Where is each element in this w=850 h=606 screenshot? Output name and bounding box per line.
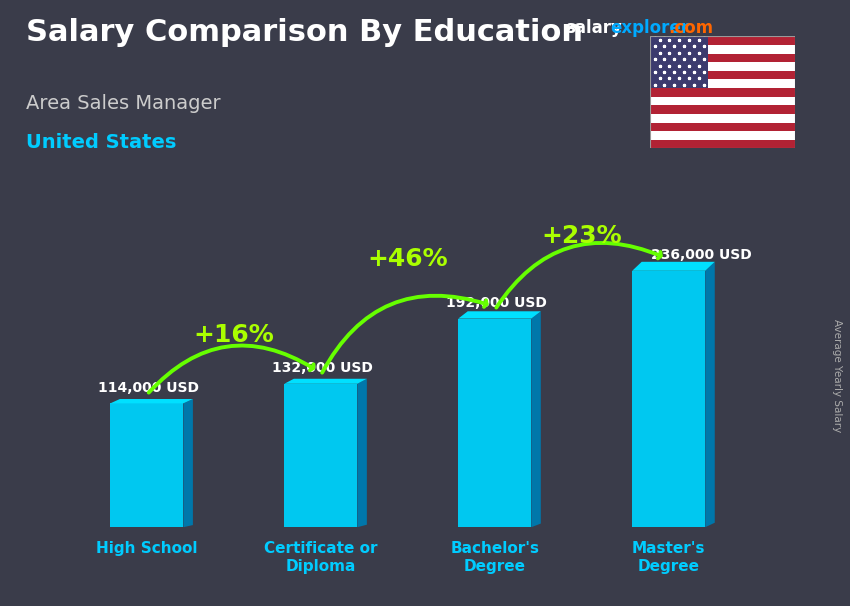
Bar [650,88,795,97]
Text: Salary Comparison By Education: Salary Comparison By Education [26,18,582,47]
Bar [650,114,795,122]
Text: 132,000 USD: 132,000 USD [272,361,373,375]
Bar [650,36,708,88]
Bar [650,71,795,79]
Text: 192,000 USD: 192,000 USD [446,296,547,310]
Bar [650,140,795,148]
Bar [650,79,795,88]
Text: +23%: +23% [541,224,622,248]
Bar [110,404,184,527]
Text: 114,000 USD: 114,000 USD [98,381,199,395]
Text: United States: United States [26,133,176,152]
Text: 236,000 USD: 236,000 USD [651,248,752,262]
Bar [284,384,357,527]
Polygon shape [531,311,541,527]
Bar [650,122,795,132]
Text: Average Yearly Salary: Average Yearly Salary [832,319,842,432]
Bar [650,45,795,53]
Polygon shape [284,379,367,384]
Polygon shape [632,262,715,271]
Text: +46%: +46% [367,247,448,271]
Bar [650,97,795,105]
Text: Area Sales Manager: Area Sales Manager [26,94,220,113]
Polygon shape [184,399,193,527]
Polygon shape [706,262,715,527]
Text: explorer: explorer [610,19,689,38]
Bar [650,53,795,62]
Bar [458,319,531,527]
Text: .com: .com [668,19,713,38]
Bar [650,62,795,71]
Text: salary: salary [565,19,622,38]
Polygon shape [110,399,193,404]
Text: +16%: +16% [194,323,275,347]
Bar [632,271,706,527]
Bar [650,36,795,45]
Bar [650,132,795,140]
Polygon shape [458,311,541,319]
Bar [650,105,795,114]
Polygon shape [357,379,367,527]
